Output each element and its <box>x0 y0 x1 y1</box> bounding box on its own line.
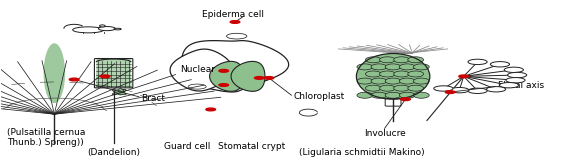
Ellipse shape <box>408 71 423 77</box>
Text: Bract: Bract <box>141 94 165 103</box>
Text: (Pulsatilla cernua: (Pulsatilla cernua <box>7 128 86 137</box>
Text: Epiderma cell: Epiderma cell <box>201 10 264 19</box>
Ellipse shape <box>366 85 381 91</box>
Ellipse shape <box>117 89 124 95</box>
Circle shape <box>230 21 240 23</box>
Ellipse shape <box>413 92 429 98</box>
Circle shape <box>264 77 274 79</box>
Text: Stomatal crypt: Stomatal crypt <box>218 142 286 151</box>
Polygon shape <box>181 41 289 92</box>
Circle shape <box>188 84 206 89</box>
FancyBboxPatch shape <box>385 99 401 106</box>
Circle shape <box>468 59 487 65</box>
Ellipse shape <box>371 78 387 84</box>
Circle shape <box>219 69 229 72</box>
Polygon shape <box>209 61 243 91</box>
Circle shape <box>206 108 216 111</box>
Ellipse shape <box>413 64 429 70</box>
Ellipse shape <box>371 64 387 70</box>
Text: Thunb.) Spreng)): Thunb.) Spreng)) <box>7 138 84 147</box>
Text: (Ligularia schmidtii Makino): (Ligularia schmidtii Makino) <box>299 148 425 157</box>
Ellipse shape <box>366 57 381 63</box>
Ellipse shape <box>385 64 401 70</box>
Ellipse shape <box>380 85 396 91</box>
Circle shape <box>450 87 469 93</box>
Circle shape <box>219 84 229 86</box>
Text: (Dandelion): (Dandelion) <box>87 148 140 157</box>
Circle shape <box>226 33 247 39</box>
Ellipse shape <box>399 78 415 84</box>
Ellipse shape <box>408 57 423 63</box>
Circle shape <box>69 78 79 81</box>
Ellipse shape <box>385 92 401 98</box>
Ellipse shape <box>399 64 415 70</box>
Circle shape <box>459 75 469 78</box>
Circle shape <box>504 67 524 73</box>
Ellipse shape <box>394 71 409 77</box>
Text: Guard cell: Guard cell <box>164 142 210 151</box>
Ellipse shape <box>408 85 423 91</box>
Ellipse shape <box>366 71 381 77</box>
Ellipse shape <box>44 43 65 103</box>
Ellipse shape <box>413 78 429 84</box>
Circle shape <box>100 75 110 78</box>
Circle shape <box>255 77 264 79</box>
Ellipse shape <box>112 90 126 95</box>
Ellipse shape <box>114 28 121 30</box>
Circle shape <box>468 88 487 93</box>
Ellipse shape <box>357 53 430 99</box>
Circle shape <box>486 87 505 92</box>
Ellipse shape <box>380 57 396 63</box>
Polygon shape <box>170 49 233 91</box>
Text: Involucre: Involucre <box>364 129 405 138</box>
Ellipse shape <box>371 92 387 98</box>
Ellipse shape <box>399 92 415 98</box>
Text: Floral axis: Floral axis <box>498 81 544 90</box>
Polygon shape <box>231 61 265 91</box>
Circle shape <box>506 78 525 83</box>
Ellipse shape <box>394 57 409 63</box>
Ellipse shape <box>100 25 105 27</box>
Ellipse shape <box>98 27 115 31</box>
Circle shape <box>508 72 527 78</box>
Ellipse shape <box>385 78 401 84</box>
Ellipse shape <box>380 71 396 77</box>
Circle shape <box>490 62 509 67</box>
Circle shape <box>401 98 410 100</box>
Ellipse shape <box>357 64 373 70</box>
Ellipse shape <box>394 85 409 91</box>
Circle shape <box>434 86 453 91</box>
Text: Nuclear: Nuclear <box>180 65 215 74</box>
Ellipse shape <box>357 92 373 98</box>
Ellipse shape <box>357 78 373 84</box>
Ellipse shape <box>112 90 126 95</box>
Text: Chloroplast: Chloroplast <box>293 92 345 100</box>
Circle shape <box>499 83 518 88</box>
Circle shape <box>445 91 455 93</box>
Polygon shape <box>96 59 132 87</box>
Ellipse shape <box>72 27 104 33</box>
